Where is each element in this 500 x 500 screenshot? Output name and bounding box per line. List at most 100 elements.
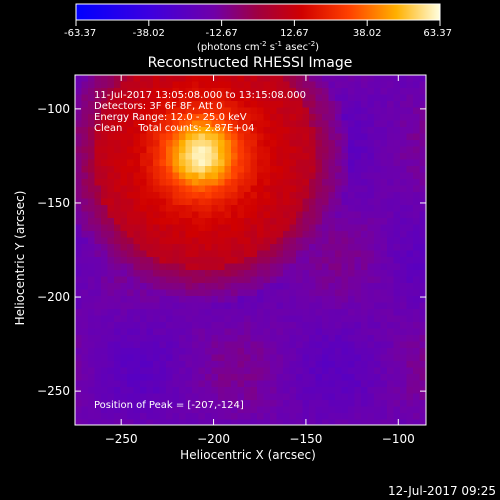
heatmap-cell xyxy=(192,244,199,251)
heatmap-cell xyxy=(393,133,401,141)
heatmap-cell xyxy=(140,322,147,329)
heatmap-cell xyxy=(322,406,329,414)
heatmap-cell xyxy=(361,289,368,297)
heatmap-cell xyxy=(94,140,102,147)
heatmap-cell xyxy=(172,315,180,323)
heatmap-cell xyxy=(231,341,238,349)
heatmap-cell xyxy=(296,133,303,141)
heatmap-cell xyxy=(146,309,154,316)
heatmap-cell xyxy=(114,127,121,134)
heatmap-cell xyxy=(224,322,232,329)
heatmap-cell xyxy=(315,406,323,414)
heatmap-cell xyxy=(400,302,407,310)
heatmap-cell xyxy=(218,354,225,362)
heatmap-cell xyxy=(315,322,323,329)
heatmap-cell xyxy=(107,341,115,349)
heatmap-cell xyxy=(374,237,381,245)
heatmap-cell xyxy=(75,153,82,160)
heatmap-cell xyxy=(406,250,414,258)
heatmap-cell xyxy=(283,250,290,258)
heatmap-cell xyxy=(341,257,349,264)
heatmap-cell xyxy=(309,257,316,264)
heatmap-cell xyxy=(88,263,95,271)
heatmap-cell xyxy=(341,302,349,310)
heatmap-cell xyxy=(159,322,167,329)
heatmap-cell xyxy=(172,374,180,381)
heatmap-cell xyxy=(159,244,167,251)
heatmap-cell xyxy=(419,354,426,362)
heatmap-cell xyxy=(231,387,238,394)
heatmap-cell xyxy=(159,146,167,154)
heatmap-cell xyxy=(166,361,173,368)
heatmap-cell xyxy=(153,309,160,316)
heatmap-cell xyxy=(361,211,368,219)
heatmap-cell xyxy=(263,283,271,290)
heatmap-cell xyxy=(244,250,251,258)
heatmap-cell xyxy=(101,75,108,82)
heatmap-cell xyxy=(270,328,277,336)
heatmap-cell xyxy=(387,302,394,310)
heatmap-cell xyxy=(166,400,173,407)
heatmap-cell xyxy=(237,302,245,310)
heatmap-cell xyxy=(335,231,342,238)
heatmap-cell xyxy=(244,192,251,199)
heatmap-cell xyxy=(224,406,232,414)
heatmap-cell xyxy=(361,101,368,108)
heatmap-cell xyxy=(296,328,303,336)
heatmap-cell xyxy=(218,185,225,193)
heatmap-cell xyxy=(120,218,128,225)
heatmap-cell xyxy=(127,94,134,102)
heatmap-cell xyxy=(88,257,95,264)
y-tick-label: −250 xyxy=(37,384,70,398)
heatmap-cell xyxy=(309,211,316,219)
heatmap-cell xyxy=(218,393,225,401)
heatmap-cell xyxy=(179,419,186,425)
heatmap-cell xyxy=(224,348,232,355)
heatmap-cell xyxy=(231,88,238,95)
heatmap-cell xyxy=(224,367,232,375)
heatmap-cell xyxy=(315,172,323,180)
heatmap-cell xyxy=(296,367,303,375)
heatmap-cell xyxy=(237,393,245,401)
heatmap-cell xyxy=(88,276,95,284)
heatmap-cell xyxy=(75,146,82,154)
heatmap-cell xyxy=(289,205,297,212)
heatmap-cell xyxy=(172,211,180,219)
heatmap-cell xyxy=(400,374,407,381)
heatmap-cell xyxy=(302,153,310,160)
heatmap-cell xyxy=(283,107,290,115)
heatmap-cell xyxy=(348,244,355,251)
heatmap-cell xyxy=(140,166,147,173)
heatmap-cell xyxy=(250,270,258,277)
heatmap-cell xyxy=(153,114,160,121)
heatmap-cell xyxy=(419,257,426,264)
heatmap-cell xyxy=(88,413,95,420)
heatmap-cell xyxy=(296,218,303,225)
heatmap-cell xyxy=(101,322,108,329)
heatmap-cell xyxy=(276,133,284,141)
heatmap-cell xyxy=(302,289,310,297)
heatmap-cell xyxy=(302,257,310,264)
heatmap-cell xyxy=(237,140,245,147)
heatmap-cell xyxy=(302,192,310,199)
heatmap-cell xyxy=(302,166,310,173)
heatmap-cell xyxy=(419,367,426,375)
heatmap-cell xyxy=(159,88,167,95)
heatmap-cell xyxy=(380,348,388,355)
heatmap-cell xyxy=(309,88,316,95)
heatmap-cell xyxy=(237,127,245,134)
heatmap-cell xyxy=(361,400,368,407)
heatmap-cell xyxy=(367,179,375,186)
heatmap-cell xyxy=(387,172,394,180)
heatmap-cell xyxy=(276,276,284,284)
heatmap-cell xyxy=(159,348,167,355)
heatmap-cell xyxy=(257,413,264,420)
heatmap-cell xyxy=(315,341,323,349)
heatmap-cell xyxy=(179,341,186,349)
heatmap-cell xyxy=(179,185,186,193)
heatmap-cell xyxy=(120,244,128,251)
heatmap-cell xyxy=(166,107,173,115)
heatmap-cell xyxy=(367,393,375,401)
heatmap-cell xyxy=(218,361,225,368)
heatmap-cell xyxy=(263,231,271,238)
